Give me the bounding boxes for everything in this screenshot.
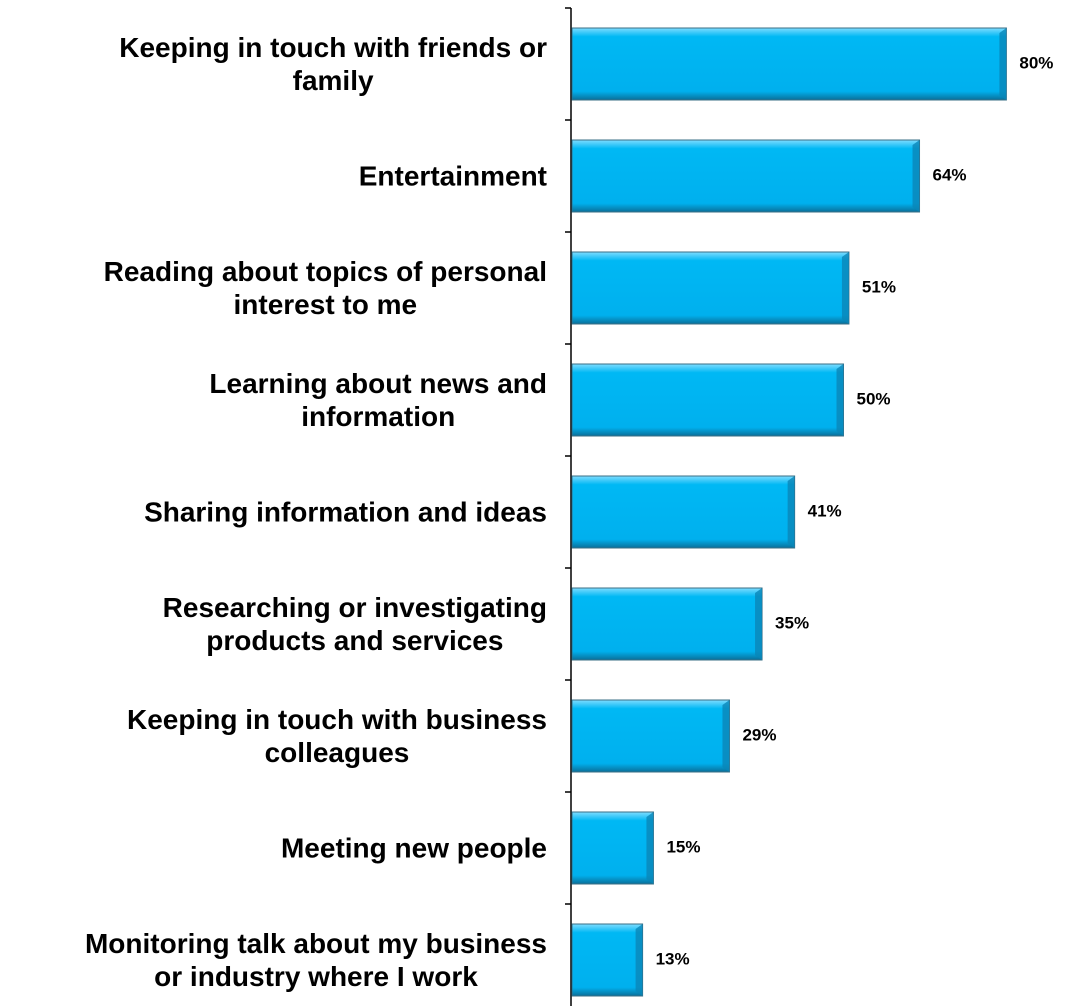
value-label: 80% bbox=[1019, 53, 1053, 72]
value-label: 15% bbox=[666, 837, 700, 856]
bar bbox=[571, 27, 1007, 101]
bar bbox=[571, 811, 654, 885]
category-label: Reading about topics of personal interes… bbox=[103, 256, 547, 320]
bar-bevel bbox=[787, 476, 795, 548]
value-label: 50% bbox=[857, 389, 891, 408]
bar-bevel bbox=[999, 28, 1007, 100]
category-label: Keeping in touch with business colleague… bbox=[126, 704, 547, 768]
value-label: 41% bbox=[808, 501, 842, 520]
value-label: 35% bbox=[775, 613, 809, 632]
bar bbox=[571, 923, 644, 997]
category-label: Monitoring talk about my business or ind… bbox=[84, 928, 547, 992]
bar bbox=[571, 587, 763, 661]
bar bbox=[571, 139, 921, 213]
category-label: Keeping in touch with friends or family bbox=[119, 32, 547, 96]
bar bbox=[571, 475, 796, 549]
category-label: Meeting new people bbox=[280, 832, 547, 864]
category-label: Learning about news and information bbox=[209, 368, 547, 432]
bar-bevel bbox=[722, 700, 730, 772]
bar-bevel bbox=[755, 588, 763, 660]
bar bbox=[571, 363, 844, 437]
category-label: Sharing information and ideas bbox=[144, 496, 547, 528]
value-label: 64% bbox=[933, 165, 967, 184]
value-label: 29% bbox=[742, 725, 776, 744]
bar bbox=[571, 699, 730, 773]
value-label: 51% bbox=[862, 277, 896, 296]
category-label: Entertainment bbox=[358, 160, 547, 192]
bar bbox=[571, 251, 850, 325]
bar-bevel bbox=[646, 812, 654, 884]
value-label: 13% bbox=[656, 949, 690, 968]
category-label: Researching or investigating products an… bbox=[162, 592, 547, 656]
bar-bevel bbox=[836, 364, 844, 436]
bar-bevel bbox=[841, 252, 849, 324]
bar-bevel bbox=[912, 140, 920, 212]
bar-bevel bbox=[635, 924, 643, 996]
